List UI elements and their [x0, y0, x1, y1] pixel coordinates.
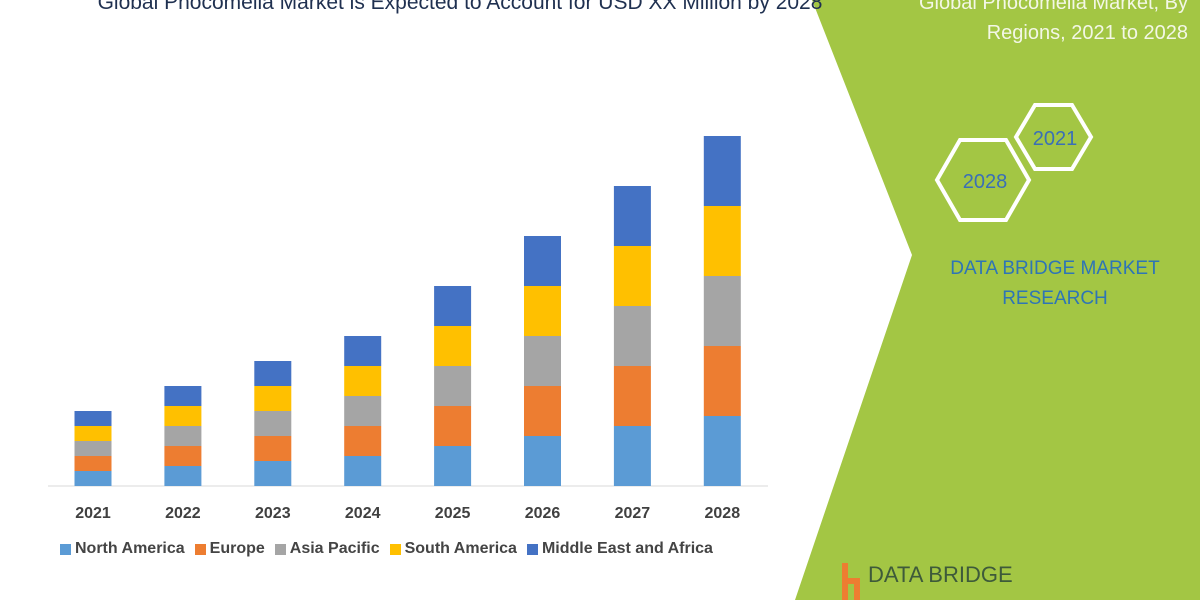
bar-segment: [703, 206, 741, 276]
bar-segment: [344, 456, 382, 486]
legend-item: North America: [60, 540, 185, 558]
legend-item: Asia Pacific: [274, 540, 380, 558]
bar-segment: [74, 411, 112, 426]
bar-segment: [434, 406, 472, 446]
legend-swatch: [389, 543, 401, 555]
bar-segment: [164, 466, 202, 486]
bar-segment: [613, 306, 651, 366]
legend-label: Europe: [209, 540, 265, 557]
bar-segment: [613, 246, 651, 306]
bar-segment: [164, 426, 202, 446]
bar-segment: [74, 441, 112, 456]
legend-label: Asia Pacific: [289, 540, 380, 557]
x-tick-label: 2022: [165, 505, 201, 522]
svg-text:2028: 2028: [963, 171, 1008, 193]
side-subtitle: Global Phocomelia Market, By Regions, 20…: [918, 0, 1188, 44]
bar-segment: [703, 136, 741, 206]
bar-segment: [254, 386, 292, 411]
x-tick-label: 2026: [525, 505, 561, 522]
bar-segment: [344, 396, 382, 426]
bar-segment: [344, 366, 382, 396]
bar-segment: [74, 471, 112, 486]
legend-swatch: [526, 543, 538, 555]
x-tick-label: 2027: [615, 505, 651, 522]
chart-title: Global Phocomelia Market is Expected to …: [97, 0, 823, 14]
stacked-bar-chart: 2021 2022 2023 2024 2025 2026 2027 2028: [48, 136, 768, 522]
hexagon-2028: 2028: [934, 138, 1032, 222]
bar-segment: [254, 436, 292, 461]
bar-segment: [254, 461, 292, 486]
x-tick-label: 2028: [705, 505, 741, 522]
bar-segment: [524, 236, 561, 286]
logo-icon: [842, 563, 860, 600]
x-tick-label: 2023: [255, 505, 291, 522]
legend-item: Middle East and Africa: [526, 540, 713, 558]
bar-segment: [524, 286, 561, 336]
bar-segment: [613, 426, 651, 486]
logo-text: DATA BRIDGE: [868, 562, 1013, 587]
legend-label: South America: [404, 540, 517, 557]
x-tick-label: 2025: [435, 505, 471, 522]
legend-item: Europe: [194, 540, 265, 558]
bar-segment: [524, 436, 561, 486]
bar-segment: [434, 366, 472, 406]
bar-segment: [703, 416, 741, 486]
legend-item: South America: [389, 540, 517, 558]
bar-segment: [613, 366, 651, 426]
bar-segment: [524, 336, 561, 386]
bar-segment: [434, 286, 472, 326]
bar-segment: [613, 186, 651, 246]
bar-segment: [164, 446, 202, 466]
bar-segment: [164, 386, 202, 406]
bar-segment: [254, 361, 292, 386]
bar-segment: [434, 446, 472, 486]
bar-segment: [344, 336, 382, 366]
x-tick-label: 2024: [345, 505, 381, 522]
bar-segment: [434, 326, 472, 366]
x-tick-label: 2021: [75, 505, 111, 522]
bar-segment: [164, 406, 202, 426]
legend: North America Europe Asia Pacific South Ame…: [60, 540, 713, 558]
bar-segment: [344, 426, 382, 456]
bar-segment: [254, 411, 292, 436]
legend-label: North America: [75, 540, 185, 557]
bar-segment: [524, 386, 561, 436]
legend-label: Middle East and Africa: [541, 540, 713, 557]
bar-segment: [74, 456, 112, 471]
legend-swatch: [274, 543, 286, 555]
bar-segment: [703, 276, 741, 346]
bar-segment: [703, 346, 741, 416]
bar-segment: [74, 426, 112, 441]
legend-swatch: [60, 543, 71, 555]
brand-name: DATA BRIDGE MARKET RESEARCH: [950, 258, 1160, 309]
hexagon-2021: 2021: [1013, 103, 1094, 171]
legend-swatch: [194, 543, 206, 555]
svg-text:2021: 2021: [1033, 128, 1078, 150]
